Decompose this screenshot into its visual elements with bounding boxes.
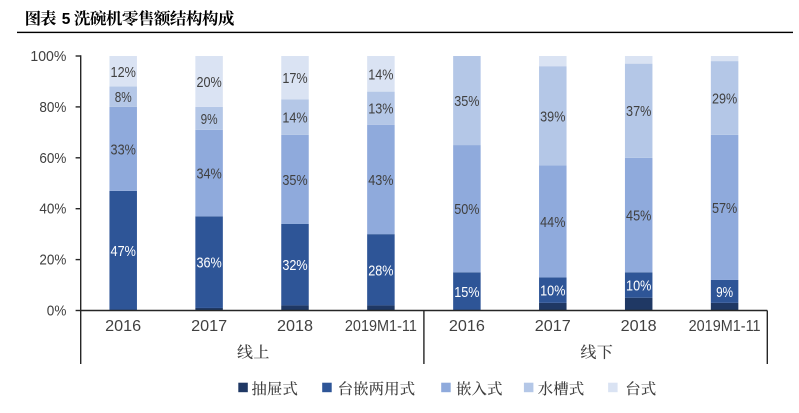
svg-text:0%: 0% — [47, 303, 67, 320]
svg-text:2017: 2017 — [535, 318, 571, 335]
svg-text:43%: 43% — [368, 172, 393, 189]
svg-text:2016: 2016 — [105, 318, 141, 335]
svg-text:14%: 14% — [368, 66, 393, 83]
svg-text:100%: 100% — [30, 48, 66, 65]
svg-text:33%: 33% — [111, 141, 136, 158]
svg-text:2018: 2018 — [621, 318, 657, 335]
svg-text:2017: 2017 — [191, 318, 227, 335]
svg-text:28%: 28% — [368, 262, 393, 279]
svg-text:12%: 12% — [111, 64, 136, 81]
svg-text:5: 5 — [62, 11, 71, 28]
svg-text:20%: 20% — [196, 74, 221, 91]
svg-text:10%: 10% — [540, 283, 565, 300]
svg-text:35%: 35% — [282, 172, 307, 189]
svg-text:13%: 13% — [368, 101, 393, 118]
svg-text:36%: 36% — [196, 255, 221, 272]
svg-text:60%: 60% — [39, 150, 66, 167]
svg-text:57%: 57% — [712, 200, 737, 217]
svg-text:2019M1-11: 2019M1-11 — [689, 318, 761, 335]
svg-text:15%: 15% — [454, 284, 479, 301]
svg-text:34%: 34% — [196, 166, 221, 183]
svg-text:39%: 39% — [540, 108, 565, 125]
svg-text:80%: 80% — [39, 99, 66, 116]
svg-text:32%: 32% — [282, 257, 307, 274]
svg-text:29%: 29% — [712, 91, 737, 108]
svg-text:47%: 47% — [111, 243, 136, 260]
svg-text:50%: 50% — [454, 201, 479, 218]
svg-text:2016: 2016 — [449, 318, 485, 335]
svg-text:2019M1-11: 2019M1-11 — [345, 318, 417, 335]
svg-text:8%: 8% — [115, 89, 132, 106]
svg-text:9%: 9% — [716, 284, 733, 301]
svg-text:9%: 9% — [201, 111, 218, 128]
svg-text:44%: 44% — [540, 214, 565, 231]
svg-text:14%: 14% — [282, 110, 307, 127]
svg-text:20%: 20% — [39, 252, 66, 269]
svg-text:37%: 37% — [626, 103, 651, 120]
svg-text:40%: 40% — [39, 201, 66, 218]
svg-text:10%: 10% — [626, 278, 651, 295]
svg-text:35%: 35% — [454, 93, 479, 110]
svg-text:17%: 17% — [282, 70, 307, 87]
svg-text:2018: 2018 — [277, 318, 313, 335]
svg-text:45%: 45% — [626, 208, 651, 225]
